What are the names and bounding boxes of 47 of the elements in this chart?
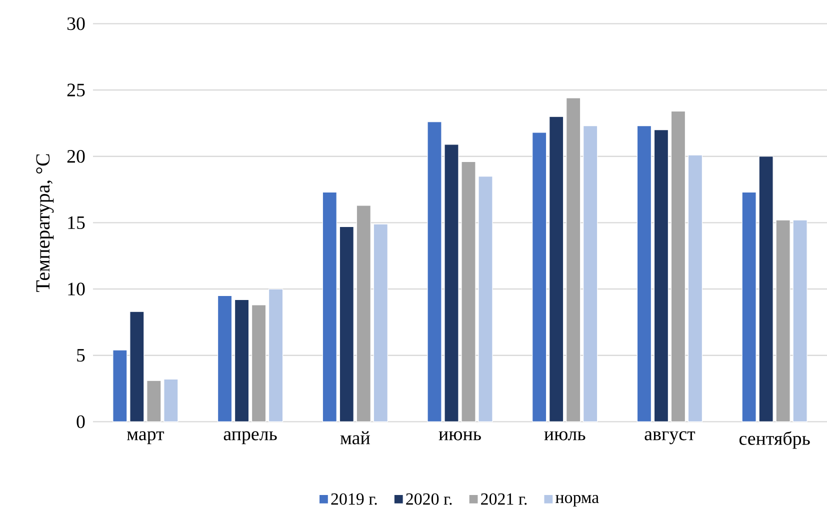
bar [112, 350, 128, 422]
x-tick-label: август [644, 431, 696, 444]
bar [427, 122, 442, 422]
bar [356, 205, 371, 422]
bar [478, 176, 493, 422]
bar [742, 192, 756, 422]
legend-label: 2020 г. [406, 493, 452, 505]
y-axis-title: Температура, °C [36, 154, 54, 292]
bar [670, 110, 686, 422]
bar [654, 130, 669, 422]
bar [251, 304, 266, 422]
legend-label: норма [556, 494, 599, 507]
x-tick-label: сентябрь [739, 431, 810, 449]
bar [146, 380, 162, 422]
y-tick-label: 5 [77, 349, 85, 362]
bar [322, 192, 337, 422]
legend-label: 2021 г. [481, 493, 527, 505]
bar [583, 126, 598, 422]
bar [268, 288, 284, 422]
bar [792, 220, 808, 422]
x-tick-label: июнь [438, 431, 481, 440]
bar [461, 161, 476, 422]
bar [444, 144, 459, 422]
bar [566, 98, 581, 422]
bar [234, 299, 250, 422]
x-tick-label: май [340, 431, 370, 444]
y-tick-label: 30 [67, 17, 85, 30]
x-tick-label: апрель [224, 431, 277, 444]
x-tick-label: март [126, 431, 164, 444]
bar [532, 132, 547, 422]
bar [549, 116, 564, 422]
bar [688, 154, 703, 422]
bar [758, 156, 774, 422]
bar [373, 224, 388, 422]
bar [339, 226, 354, 422]
legend-label: 2019 г. [331, 493, 377, 505]
y-tick-label: 10 [68, 282, 85, 296]
bar [164, 378, 178, 422]
y-tick-label: 20 [67, 150, 85, 163]
y-tick-label: 15 [68, 216, 85, 230]
bar [130, 311, 144, 422]
bar [217, 295, 232, 422]
bar [636, 126, 652, 422]
y-tick-label: 0 [76, 415, 85, 428]
y-tick-label: 25 [67, 84, 85, 96]
bar [776, 220, 790, 422]
x-tick-label: июль [544, 431, 586, 440]
